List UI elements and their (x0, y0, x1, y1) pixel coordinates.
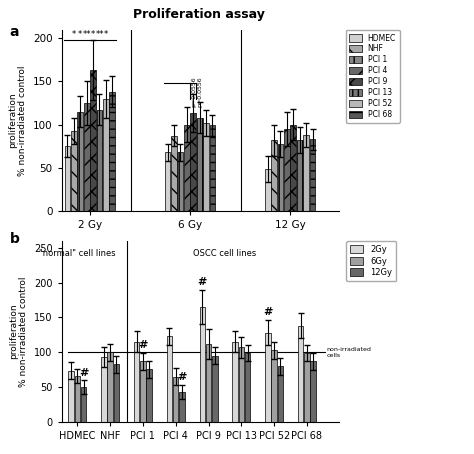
Bar (272, 350, 277, 422)
Bar (114, 364, 119, 422)
Bar (310, 139, 316, 211)
Bar (212, 356, 218, 422)
Text: #: # (138, 340, 147, 350)
Bar (71, 131, 77, 211)
Bar (284, 129, 290, 211)
Bar (164, 152, 171, 211)
Bar (81, 387, 86, 422)
Bar (177, 152, 183, 211)
Bar (203, 123, 209, 211)
Bar (197, 118, 202, 211)
Bar (84, 103, 90, 211)
Bar (173, 377, 179, 422)
Text: #: # (198, 277, 207, 287)
Legend: HDMEC, NHF, PCI 1, PCI 4, PCI 9, PCI 13, PCI 52, PCI 68: HDMEC, NHF, PCI 1, PCI 4, PCI 9, PCI 13,… (346, 30, 400, 123)
Bar (191, 114, 196, 211)
Bar (68, 370, 74, 422)
Bar (97, 110, 102, 211)
Text: #: # (177, 372, 187, 382)
Bar (134, 342, 139, 422)
Y-axis label: proliferation
% non-irradiated control: proliferation % non-irradiated control (8, 65, 27, 176)
Bar (167, 336, 172, 422)
Text: "normal" cell lines: "normal" cell lines (39, 249, 116, 258)
Bar (74, 376, 80, 422)
Bar (265, 169, 271, 211)
Bar (64, 146, 70, 211)
Bar (245, 353, 250, 422)
Legend: 2Gy, 6Gy, 12Gy: 2Gy, 6Gy, 12Gy (346, 241, 396, 281)
Bar (77, 112, 83, 211)
Bar (103, 99, 109, 211)
Text: *: * (104, 30, 108, 39)
Bar (278, 143, 283, 211)
Bar (303, 135, 309, 211)
Bar (210, 125, 215, 211)
Bar (146, 369, 152, 422)
Bar (232, 342, 238, 422)
Text: Proliferation assay: Proliferation assay (133, 8, 265, 21)
Bar (265, 333, 271, 422)
Text: OSCC cell lines: OSCC cell lines (193, 249, 256, 258)
Text: *: * (78, 30, 82, 39)
Bar (90, 70, 96, 211)
Text: #: # (79, 368, 88, 378)
Bar (171, 136, 177, 211)
Bar (140, 361, 146, 422)
Bar (107, 352, 113, 422)
Bar (304, 353, 310, 422)
Bar (206, 344, 211, 422)
Text: a: a (9, 25, 19, 39)
Bar (297, 140, 302, 211)
Text: **: ** (95, 30, 104, 39)
Bar (238, 347, 244, 422)
Text: p=0.0556: p=0.0556 (198, 76, 203, 107)
Text: *: * (72, 30, 76, 39)
Text: **: ** (82, 30, 91, 39)
Bar (109, 92, 115, 211)
Text: p=0.0556: p=0.0556 (191, 76, 196, 107)
Text: b: b (9, 232, 19, 246)
Text: *: * (91, 30, 95, 39)
Y-axis label: proliferation
% non-irradiated control: proliferation % non-irradiated control (9, 276, 28, 387)
Text: #: # (263, 307, 273, 317)
Bar (200, 307, 205, 422)
Bar (278, 366, 283, 422)
Bar (310, 361, 316, 422)
Bar (179, 392, 185, 422)
Bar (271, 140, 277, 211)
Bar (291, 125, 296, 211)
Bar (184, 125, 190, 211)
Bar (101, 357, 107, 422)
Text: non-irradiated
cells: non-irradiated cells (327, 347, 371, 358)
Bar (298, 326, 303, 422)
